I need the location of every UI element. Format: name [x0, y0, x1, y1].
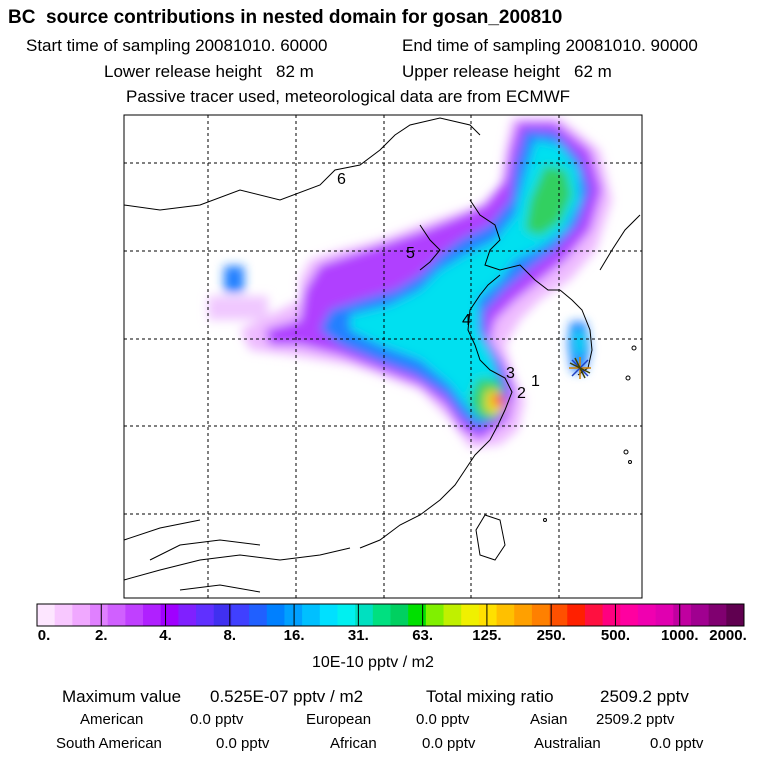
- colorbar-cell: [496, 604, 515, 626]
- colorbar-cell: [549, 604, 568, 626]
- colorbar-cell: [178, 604, 197, 626]
- max-value: 0.525E-07 pptv / m2: [210, 687, 364, 706]
- colorbar-dividers: [100, 604, 681, 626]
- plume-red-core: [492, 394, 504, 406]
- colorbar-cell: [673, 604, 692, 626]
- region-value-american: 0.0 pptv: [190, 711, 244, 728]
- colorbar-cell: [726, 604, 745, 626]
- colorbar-cell: [708, 604, 727, 626]
- colorbar-cell: [231, 604, 250, 626]
- colorbar-tick-label: 31.: [347, 627, 369, 644]
- colorbar-cell: [37, 604, 56, 626]
- region-value-european: 0.0 pptv: [416, 711, 470, 728]
- colorbar-cell: [602, 604, 621, 626]
- region-name-african: African: [330, 735, 377, 752]
- colorbar-cell: [478, 604, 498, 626]
- colorbar-unit: 10E-10 pptv / m2: [312, 654, 434, 671]
- colorbar-tick-label: 8.: [223, 627, 237, 644]
- region-name-south-american: South American: [56, 735, 162, 752]
- colorbar-cell: [620, 604, 639, 626]
- site-label-1: 1: [531, 373, 540, 390]
- colorbar-tick-label: 125.: [472, 627, 502, 644]
- colorbar-cell: [160, 604, 179, 626]
- map-grid: [124, 115, 642, 598]
- colorbar-tick-label: 4.: [159, 627, 172, 644]
- colorbar-cell: [390, 604, 409, 626]
- colorbar-cell: [637, 604, 657, 626]
- colorbar-tick-label: 63.: [412, 627, 434, 644]
- colorbar-cell: [196, 604, 215, 626]
- colorbar-cell: [355, 604, 374, 626]
- site-label-4: 4: [462, 312, 471, 329]
- site-label-3: 3: [506, 365, 515, 382]
- region-name-european: European: [306, 711, 372, 728]
- plume-cyan: [350, 140, 580, 420]
- colorbar-cell: [567, 604, 586, 626]
- tracer-note: Passive tracer used, meteorological data…: [126, 87, 571, 106]
- colorbar-cell: [408, 604, 427, 626]
- plume-layer: [208, 118, 612, 448]
- plot-title: BC source contributions in nested domain…: [8, 7, 563, 28]
- colorbar-cell: [54, 604, 73, 626]
- colorbar-cell: [443, 604, 462, 626]
- colorbar-cell: [319, 604, 338, 626]
- colorbar-cell: [213, 604, 232, 626]
- plume-west-blob: [224, 266, 244, 292]
- region-value-african: 0.0 pptv: [422, 735, 476, 752]
- colorbar-cell: [249, 604, 268, 626]
- sampling-end-time: End time of sampling 20081010. 90000: [402, 36, 698, 55]
- colorbar-cell: [72, 604, 91, 626]
- colorbar-cell: [302, 604, 321, 626]
- region-name-american: American: [80, 711, 144, 728]
- colorbar-cell: [284, 604, 303, 626]
- small-islands: [543, 345, 637, 522]
- colorbar-cell: [655, 604, 674, 626]
- region-name-australian: Australian: [534, 735, 601, 752]
- colorbar-frame: [36, 603, 745, 627]
- colorbar-cell: [690, 604, 710, 626]
- colorbar-tick-label: 16.: [283, 627, 305, 644]
- sampling-start-time: Start time of sampling 20081010. 60000: [26, 36, 328, 55]
- colorbar-cells: [37, 604, 745, 626]
- plume-green: [525, 165, 572, 236]
- colorbar-tick-label: 250.: [536, 627, 566, 644]
- region-name-asian: Asian: [530, 711, 568, 728]
- site-label-6: 6: [337, 171, 346, 188]
- colorbar-cell: [125, 604, 144, 626]
- colorbar-cell: [425, 604, 445, 626]
- plume-faint-west: [208, 296, 268, 320]
- plume-korea-core: [574, 330, 584, 358]
- total-mixing-ratio-value: 2509.2 pptv: [600, 687, 689, 706]
- colorbar-tick-label: 2000.: [709, 627, 747, 644]
- colorbar-cell: [461, 604, 480, 626]
- max-value-label: Maximum value: [62, 687, 182, 706]
- map-frame: [123, 114, 643, 599]
- region-value-south-american: 0.0 pptv: [216, 735, 270, 752]
- colorbar-cell: [266, 604, 285, 626]
- colorbar-cell: [107, 604, 126, 626]
- colorbar-tick-label: 1000.: [660, 627, 699, 644]
- total-mixing-ratio-label: Total mixing ratio: [426, 687, 554, 706]
- colorbar-cell: [372, 604, 391, 626]
- colorbar-cell: [90, 604, 109, 626]
- colorbar-tick-label: 500.: [600, 627, 631, 644]
- colorbar-cell: [143, 604, 162, 626]
- colorbar-cell: [337, 604, 356, 626]
- colorbar-cell: [584, 604, 604, 626]
- colorbar-tick-label: 2.: [95, 627, 108, 644]
- colorbar-cell: [531, 604, 551, 626]
- coastlines: [123, 117, 641, 593]
- colorbar-tick-label: 0.: [37, 627, 51, 644]
- region-value-asian: 2509.2 pptv: [596, 711, 675, 728]
- site-label-2: 2: [517, 385, 526, 402]
- star-icon: [569, 357, 591, 379]
- region-value-australian: 0.0 pptv: [650, 735, 704, 752]
- upper-release-height: Upper release height 62 m: [402, 62, 612, 81]
- site-label-5: 5: [406, 245, 415, 262]
- lower-release-height: Lower release height 82 m: [104, 62, 314, 81]
- colorbar-cell: [514, 604, 533, 626]
